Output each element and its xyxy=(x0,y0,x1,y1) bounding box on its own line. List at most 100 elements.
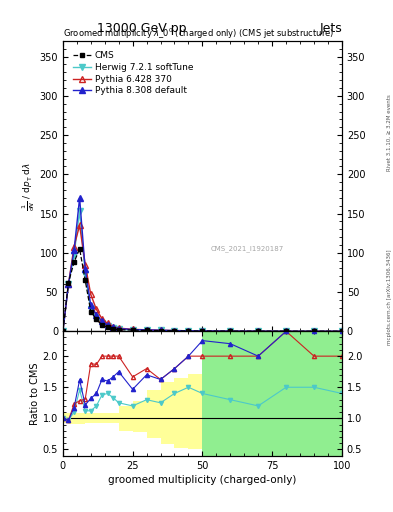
CMS xyxy=(72,259,76,265)
Y-axis label: $\frac{1}{\mathrm{d}N}$ / $\mathrm{d}p_\mathrm{T}$ $\mathrm{d}\lambda$: $\frac{1}{\mathrm{d}N}$ / $\mathrm{d}p_\… xyxy=(20,162,37,210)
CMS xyxy=(94,316,99,323)
X-axis label: groomed multiplicity (charged-only): groomed multiplicity (charged-only) xyxy=(108,475,297,485)
Pythia 8.308 default xyxy=(116,326,121,332)
Pythia 8.308 default xyxy=(172,328,177,334)
Pythia 8.308 default xyxy=(105,322,110,328)
CMS xyxy=(111,326,116,332)
Pythia 8.308 default xyxy=(66,281,71,287)
Herwig 7.2.1 softTune xyxy=(77,208,82,215)
CMS xyxy=(77,246,82,252)
CMS xyxy=(158,328,163,334)
Pythia 6.428 370 xyxy=(94,306,99,312)
Herwig 7.2.1 softTune xyxy=(66,281,71,287)
Bar xyxy=(161,382,174,444)
Herwig 7.2.1 softTune xyxy=(111,325,116,331)
Pythia 8.308 default xyxy=(61,328,65,334)
Herwig 7.2.1 softTune xyxy=(105,323,110,329)
Pythia 8.308 default xyxy=(284,328,288,334)
Pythia 6.428 370 xyxy=(61,328,65,334)
Pythia 8.308 default xyxy=(99,318,104,324)
CMS xyxy=(312,328,316,334)
Pythia 8.308 default xyxy=(228,328,233,334)
Pythia 8.308 default xyxy=(83,266,88,272)
CMS xyxy=(83,277,88,283)
CMS xyxy=(200,328,205,334)
Line: CMS: CMS xyxy=(61,246,344,334)
Bar xyxy=(174,378,189,448)
Pythia 8.308 default xyxy=(340,328,344,334)
Herwig 7.2.1 softTune xyxy=(144,327,149,333)
Text: Groomed multiplicity $\lambda\_0^0$ (charged only) (CMS jet substructure): Groomed multiplicity $\lambda\_0^0$ (cha… xyxy=(63,27,334,41)
Herwig 7.2.1 softTune xyxy=(228,328,233,334)
Y-axis label: Ratio to CMS: Ratio to CMS xyxy=(30,362,40,425)
CMS xyxy=(256,328,261,334)
CMS xyxy=(228,328,233,334)
Pythia 8.308 default xyxy=(77,195,82,201)
Pythia 6.428 370 xyxy=(312,328,316,334)
Pythia 8.308 default xyxy=(186,328,191,334)
Herwig 7.2.1 softTune xyxy=(172,328,177,334)
Pythia 6.428 370 xyxy=(111,324,116,330)
Herwig 7.2.1 softTune xyxy=(99,319,104,326)
Pythia 6.428 370 xyxy=(144,327,149,333)
Text: Rivet 3.1.10, ≥ 3.2M events: Rivet 3.1.10, ≥ 3.2M events xyxy=(387,95,392,172)
Herwig 7.2.1 softTune xyxy=(61,328,65,334)
Line: Herwig 7.2.1 softTune: Herwig 7.2.1 softTune xyxy=(60,208,345,334)
Pythia 6.428 370 xyxy=(340,328,344,334)
CMS xyxy=(144,327,149,333)
CMS xyxy=(88,309,93,315)
Pythia 6.428 370 xyxy=(77,222,82,228)
Herwig 7.2.1 softTune xyxy=(340,328,344,334)
CMS xyxy=(99,322,104,328)
Pythia 6.428 370 xyxy=(83,262,88,268)
Line: Pythia 8.308 default: Pythia 8.308 default xyxy=(60,195,345,334)
Pythia 6.428 370 xyxy=(158,327,163,333)
Pythia 8.308 default xyxy=(312,328,316,334)
Bar xyxy=(63,413,68,423)
CMS xyxy=(340,328,344,334)
Herwig 7.2.1 softTune xyxy=(130,327,135,333)
Pythia 6.428 370 xyxy=(186,328,191,334)
Pythia 8.308 default xyxy=(158,327,163,333)
Pythia 6.428 370 xyxy=(130,326,135,332)
CMS xyxy=(61,328,65,334)
Pythia 8.308 default xyxy=(111,324,116,330)
CMS xyxy=(284,328,288,334)
Bar xyxy=(202,306,342,456)
Text: CMS_2021_I1920187: CMS_2021_I1920187 xyxy=(211,245,284,252)
CMS xyxy=(116,327,121,333)
Herwig 7.2.1 softTune xyxy=(186,328,191,334)
Pythia 8.308 default xyxy=(256,328,261,334)
CMS xyxy=(172,328,177,334)
Pythia 6.428 370 xyxy=(172,328,177,334)
Bar xyxy=(85,413,91,423)
Pythia 6.428 370 xyxy=(200,328,205,334)
Bar xyxy=(113,413,119,423)
Herwig 7.2.1 softTune xyxy=(94,314,99,320)
CMS xyxy=(186,328,191,334)
Bar xyxy=(108,413,113,423)
Bar xyxy=(147,390,161,438)
Bar xyxy=(96,413,102,423)
Pythia 6.428 370 xyxy=(105,321,110,327)
Pythia 6.428 370 xyxy=(256,328,261,334)
Pythia 8.308 default xyxy=(88,302,93,308)
Pythia 8.308 default xyxy=(72,247,76,253)
Pythia 6.428 370 xyxy=(88,291,93,297)
Pythia 8.308 default xyxy=(200,328,205,334)
Text: Jets: Jets xyxy=(319,22,342,35)
Bar xyxy=(91,413,96,423)
Herwig 7.2.1 softTune xyxy=(256,328,261,334)
Bar xyxy=(80,413,85,424)
Bar xyxy=(189,374,202,450)
Bar xyxy=(68,413,74,424)
Herwig 7.2.1 softTune xyxy=(200,328,205,334)
Bar xyxy=(133,401,147,432)
Legend: CMS, Herwig 7.2.1 softTune, Pythia 6.428 370, Pythia 8.308 default: CMS, Herwig 7.2.1 softTune, Pythia 6.428… xyxy=(73,51,193,95)
Herwig 7.2.1 softTune xyxy=(116,326,121,332)
Pythia 6.428 370 xyxy=(284,328,288,334)
Herwig 7.2.1 softTune xyxy=(88,306,93,312)
Pythia 6.428 370 xyxy=(228,328,233,334)
Pythia 6.428 370 xyxy=(116,325,121,331)
CMS xyxy=(105,324,110,330)
